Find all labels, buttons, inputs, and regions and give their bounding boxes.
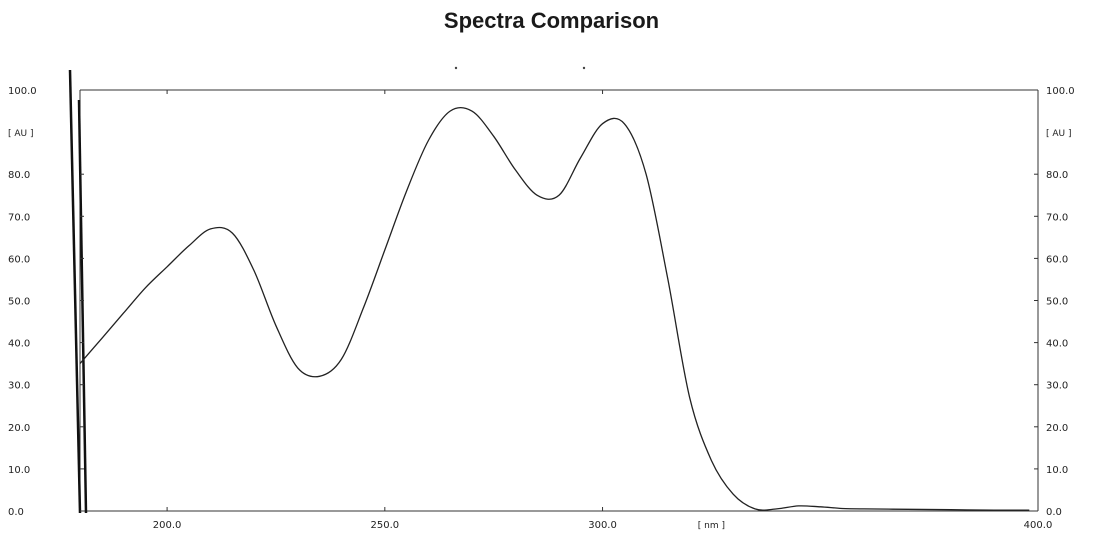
y-tick-label-right: 50.0 [1046, 297, 1068, 308]
y-unit-label-left: [ AU ] [8, 129, 34, 139]
y-tick-label-right: 40.0 [1046, 339, 1068, 350]
y-tick-label-left: 60.0 [8, 254, 30, 265]
x-tick-label: 400.0 [1024, 520, 1053, 531]
y-tick-label-left: 80.0 [8, 170, 30, 181]
x-tick-label: 300.0 [588, 520, 617, 531]
scan-dot [454, 66, 458, 70]
x-unit-label: [ nm ] [698, 521, 725, 531]
x-tick-label: 250.0 [370, 520, 399, 531]
x-tick-label: 200.0 [153, 520, 182, 531]
y-tick-label-left: 20.0 [8, 423, 30, 434]
y-tick-label-left: 0.0 [8, 507, 24, 518]
left-edge-stroke [68, 69, 82, 514]
y-tick-label-right: 10.0 [1046, 465, 1068, 476]
left-edge-stroke-inner [77, 99, 88, 514]
chart-title: Spectra Comparison [443, 8, 660, 33]
y-tick-label-left: 70.0 [8, 212, 30, 223]
y-tick-label-right: 100.0 [1046, 86, 1075, 97]
y-tick-label-left: 30.0 [8, 381, 30, 392]
y-tick-label-left: 50.0 [8, 297, 30, 308]
y-tick-label-left: 40.0 [8, 339, 30, 350]
y-tick-label-right: 20.0 [1046, 423, 1068, 434]
y-tick-label-right: 0.0 [1046, 507, 1062, 518]
y-unit-label-right: [ AU ] [1046, 129, 1072, 139]
spectrum-line-1 [79, 106, 1030, 511]
y-tick-label-right: 80.0 [1046, 170, 1068, 181]
y-tick-label-right: 30.0 [1046, 381, 1068, 392]
y-tick-label-right: 70.0 [1046, 212, 1068, 223]
y-tick-label-left: 100.0 [8, 86, 37, 97]
y-tick-label-right: 60.0 [1046, 254, 1068, 265]
scan-dot [582, 66, 586, 70]
y-tick-label-left: 10.0 [8, 465, 30, 476]
